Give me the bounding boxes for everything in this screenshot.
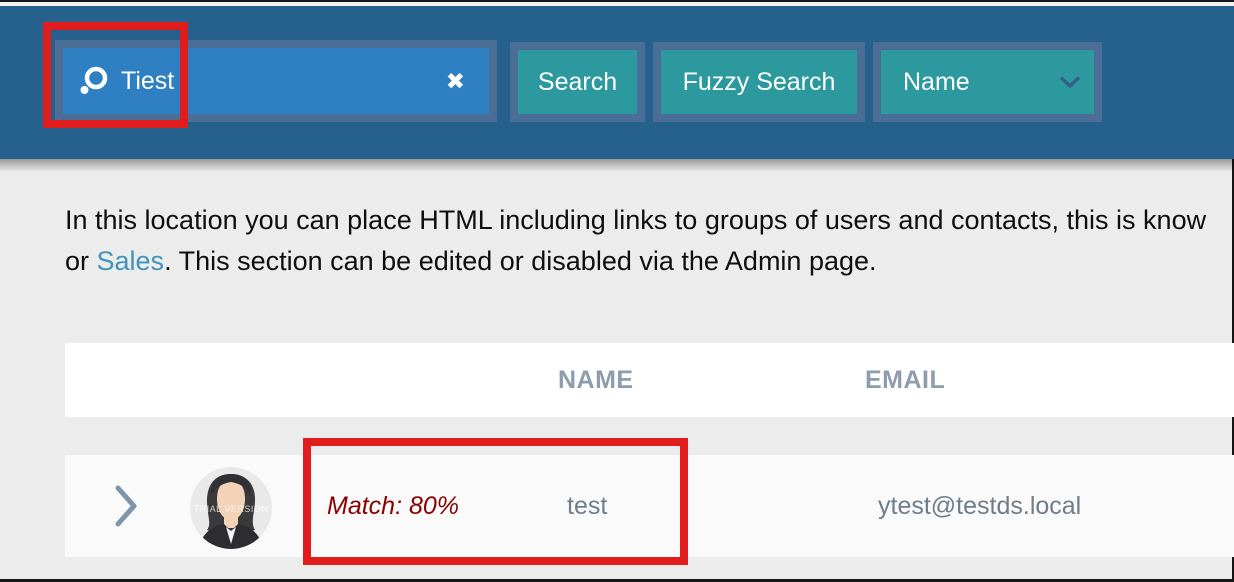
clear-search-icon[interactable]: ✖ [445, 67, 465, 94]
sales-link[interactable]: Sales [96, 246, 165, 276]
avatar-watermark: TRIAL VERSION [194, 504, 269, 514]
results-table-header: NAME EMAIL [65, 343, 1234, 417]
search-input-value: Tiest [121, 66, 175, 95]
chevron-right-icon [115, 485, 137, 527]
match-percentage: Match: 80% [327, 491, 460, 520]
search-button[interactable]: Search [510, 42, 645, 122]
fuzzy-search-button[interactable]: Fuzzy Search [653, 42, 865, 122]
search-icon [80, 66, 108, 94]
search-button-label: Search [537, 67, 618, 96]
intro-line-1: In this location you can place HTML incl… [65, 205, 1207, 235]
row-email-cell: ytest@testds.local [878, 491, 1082, 520]
row-name-cell: test [567, 491, 608, 520]
search-field-dropdown-value: Name [903, 67, 970, 96]
right-border [1232, 0, 1234, 582]
avatar: TRIAL VERSION [190, 467, 272, 549]
column-header-name: NAME [558, 365, 634, 394]
top-strip [0, 2, 1234, 6]
top-border [0, 0, 1234, 2]
fuzzy-search-button-label: Fuzzy Search [682, 67, 836, 96]
toolbar-shadow [0, 159, 1234, 172]
expand-row-button[interactable] [113, 455, 139, 557]
search-input-wrapper: Tiest ✖ [55, 40, 497, 122]
search-input[interactable]: Tiest ✖ [63, 48, 489, 114]
chevron-down-icon [1059, 76, 1081, 89]
column-header-email: EMAIL [865, 365, 946, 394]
result-row[interactable]: TRIAL VERSION Match: 80% test ytest@test… [65, 455, 1234, 557]
intro-text: In this location you can place HTML incl… [65, 200, 1232, 284]
search-field-dropdown[interactable]: Name [873, 42, 1102, 122]
bottom-border [0, 579, 1234, 582]
intro-line-2: or Sales. This section can be edited or … [65, 246, 877, 276]
